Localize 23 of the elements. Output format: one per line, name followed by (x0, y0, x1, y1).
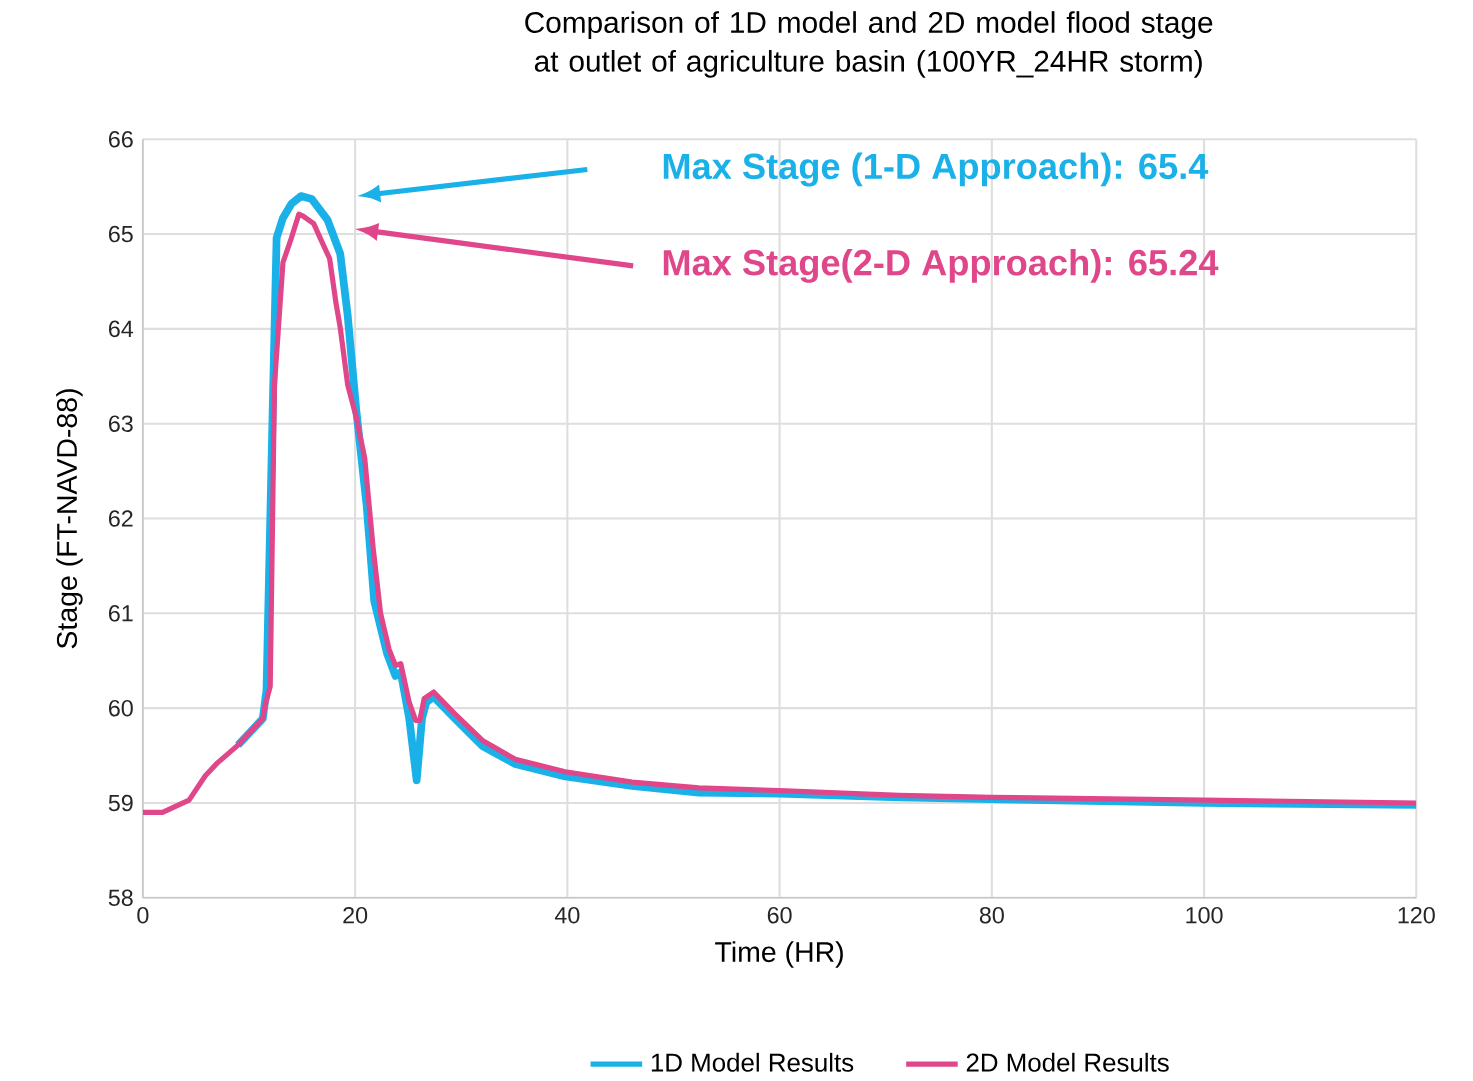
x-tick-label: 80 (979, 906, 1004, 924)
x-tick-label: 100 (1186, 906, 1223, 924)
x-tick-label: 60 (767, 906, 792, 924)
x-axis-title: Time (HR) (715, 941, 843, 968)
chart-title: Comparison of 1D model and 2D model flood stage at outlet of agriculture basin (100YR_24HR storm) (525, 11, 1213, 78)
y-tick-label: 63 (109, 415, 133, 432)
x-tick-label: 0 (137, 906, 149, 924)
x-tick-label: 20 (343, 906, 368, 924)
y-tick-label: 61 (109, 604, 133, 622)
y-tick-label: 59 (108, 794, 133, 812)
legend-label: 2D Model Results (966, 1052, 1169, 1072)
annotation: Max Stage(2-D Approach): 65.24 (663, 248, 1219, 283)
y-axis-title: Stage (FT-NAVD-88) (56, 389, 83, 649)
y-tick-label: 60 (109, 699, 133, 717)
y-tick-label: 65 (109, 225, 133, 243)
x-tick-label: 40 (554, 906, 580, 924)
y-tick-label: 64 (109, 320, 134, 338)
y-tick-label: 62 (109, 510, 133, 527)
y-tick-label: 66 (109, 130, 133, 148)
legend-label: 1D Model Results (651, 1052, 854, 1072)
y-tick-label: 58 (108, 889, 133, 906)
x-tick-label: 120 (1398, 906, 1435, 924)
annotation: Max Stage (1-D Approach): 65.4 (663, 152, 1209, 187)
